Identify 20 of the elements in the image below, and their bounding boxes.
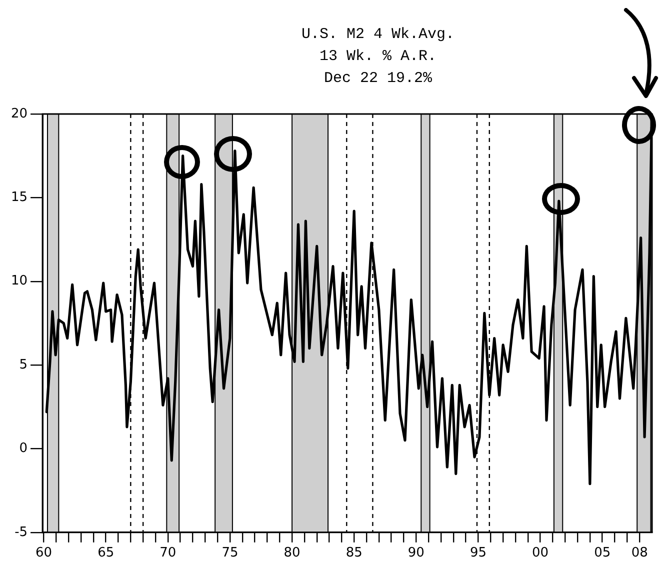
text: Dec 22 19.2% <box>322 69 434 89</box>
x-tick-label: 00 <box>532 546 549 561</box>
chart-title: U.S. M2 4 Wk.Avg. <box>300 25 456 45</box>
x-tick-label: 95 <box>470 546 486 561</box>
y-tick-label: -5 <box>14 524 28 540</box>
x-tick-label: 75 <box>222 546 238 561</box>
x-tick-label: 60 <box>36 546 52 561</box>
x-tick-label: 70 <box>160 546 176 561</box>
x-tick-label: 80 <box>284 546 300 561</box>
y-tick-label: 10 <box>10 274 28 289</box>
x-tick-label: 90 <box>408 546 424 561</box>
chart-subtitle: 13 Wk. % A.R. <box>318 47 438 67</box>
y-tick-label: 0 <box>19 441 28 456</box>
x-tick-label: 85 <box>346 546 362 561</box>
x-tick-label: 05 <box>594 546 611 561</box>
y-tick-label: 20 <box>10 106 28 122</box>
y-tick-label: 5 <box>19 357 28 372</box>
y-tick-label: 15 <box>10 190 28 206</box>
x-tick-label: 08 <box>631 546 648 561</box>
x-tick-label: 65 <box>98 546 114 561</box>
